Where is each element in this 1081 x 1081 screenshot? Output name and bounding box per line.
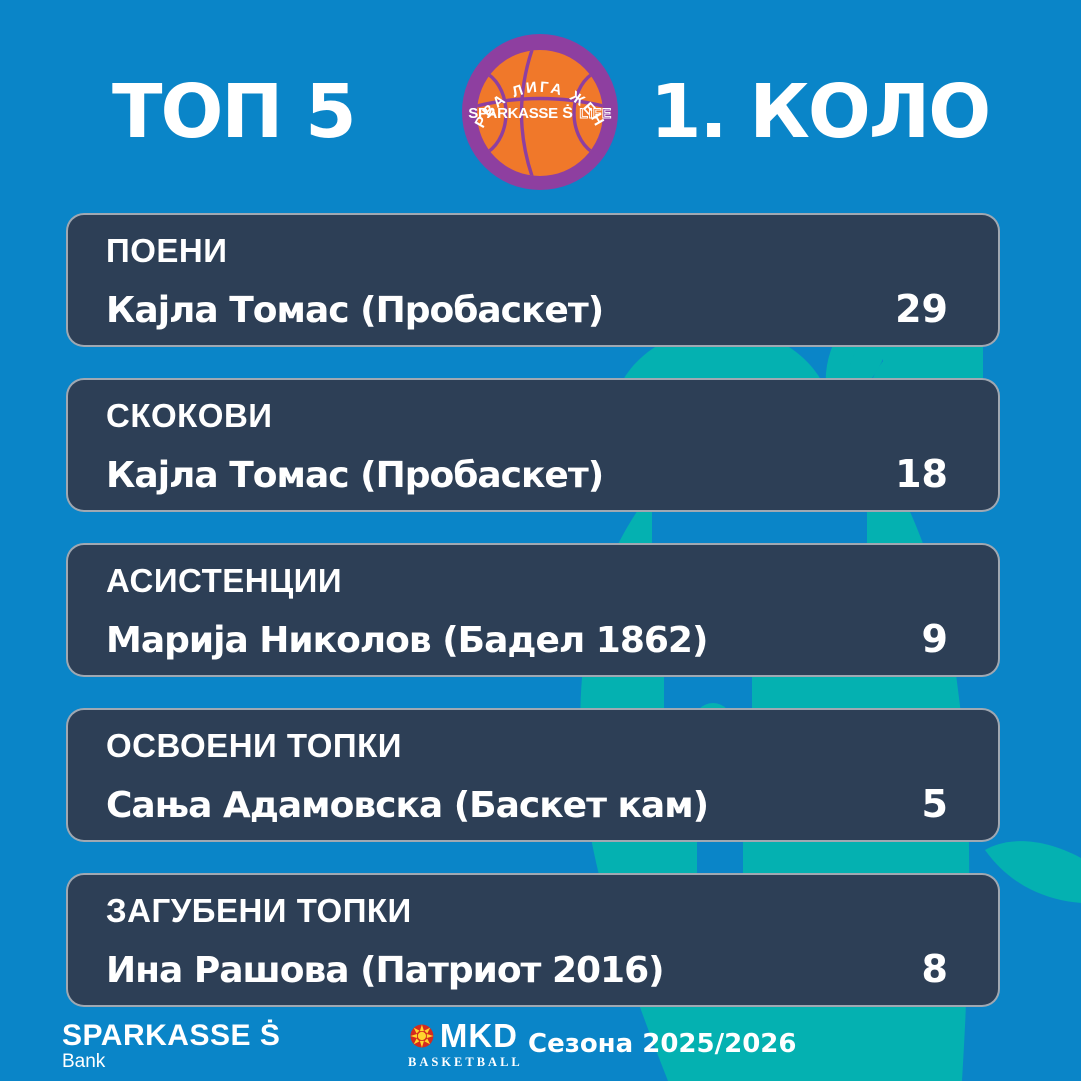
macedonian-sun-icon (410, 1024, 434, 1048)
stat-category-label: ЗАГУБЕНИ ТОПКИ (106, 892, 412, 929)
federation-subtitle: BASKETBALL (408, 1055, 523, 1069)
stat-player-name: Кајла Томас (Пробаскет) (106, 290, 604, 331)
stat-row: Сања Адамовска (Баскет кам) 5 (106, 782, 948, 826)
stat-player-name: Марија Николов (Бадел 1862) (106, 620, 708, 661)
sparkasse-s-icon: Ṡ (259, 1019, 281, 1052)
stat-category-label: ОСВОЕНИ ТОПКИ (106, 727, 402, 764)
stat-player-name: Сања Адамовска (Баскет кам) (106, 785, 709, 826)
stat-row: Марија Николов (Бадел 1862) 9 (106, 617, 948, 661)
stat-card-rebounds: СКОКОВИ Кајла Томас (Пробаскет) 18 (66, 378, 1000, 512)
sponsor-subtitle: Bank (62, 1051, 106, 1072)
federation-logo-mkd-basketball: MKD BASKETBALL (408, 1019, 523, 1070)
stat-category-label: АСИСТЕНЦИИ (106, 562, 343, 599)
stat-card-assists: АСИСТЕНЦИИ Марија Николов (Бадел 1862) 9 (66, 543, 1000, 677)
page-title-right: 1. КОЛО (650, 69, 991, 155)
stat-row: Ина Рашова (Патриот 2016) 8 (106, 947, 948, 991)
season-label: Сезона 2025/2026 (528, 1029, 797, 1059)
league-logo: ПРВА ЛИГА ЖЕНИ SPARKASSE Ṡ LIFE (462, 34, 618, 190)
stat-category-label: ПОЕНИ (106, 232, 228, 269)
stat-player-name: Кајла Томас (Пробаскет) (106, 455, 604, 496)
stat-card-steals: ОСВОЕНИ ТОПКИ Сања Адамовска (Баскет кам… (66, 708, 1000, 842)
stat-card-turnovers: ЗАГУБЕНИ ТОПКИ Ина Рашова (Патриот 2016)… (66, 873, 1000, 1007)
stat-value: 29 (895, 287, 948, 331)
stat-value: 8 (921, 947, 948, 991)
stat-category-label: СКОКОВИ (106, 397, 273, 434)
sponsor-name: SPARKASSE (62, 1019, 251, 1052)
page-title-left: ТОП 5 (112, 69, 357, 155)
logo-wordmark: SPARKASSE Ṡ LIFE (468, 103, 611, 122)
stat-card-points: ПОЕНИ Кајла Томас (Пробаскет) 29 (66, 213, 1000, 347)
stat-value: 5 (921, 782, 948, 826)
federation-logo-top: MKD (408, 1019, 518, 1053)
stat-value: 18 (895, 452, 948, 496)
stat-value: 9 (921, 617, 948, 661)
stat-player-name: Ина Рашова (Патриот 2016) (106, 950, 665, 991)
sponsor-logo-sparkasse: SPARKASSE Ṡ Bank (62, 1020, 280, 1072)
sponsor-wordmark: SPARKASSE Ṡ (62, 1020, 280, 1052)
stat-row: Кајла Томас (Пробаскет) 18 (106, 452, 948, 496)
stat-row: Кајла Томас (Пробаскет) 29 (106, 287, 948, 331)
federation-name: MKD (439, 1017, 518, 1054)
basketball-icon (477, 50, 603, 176)
